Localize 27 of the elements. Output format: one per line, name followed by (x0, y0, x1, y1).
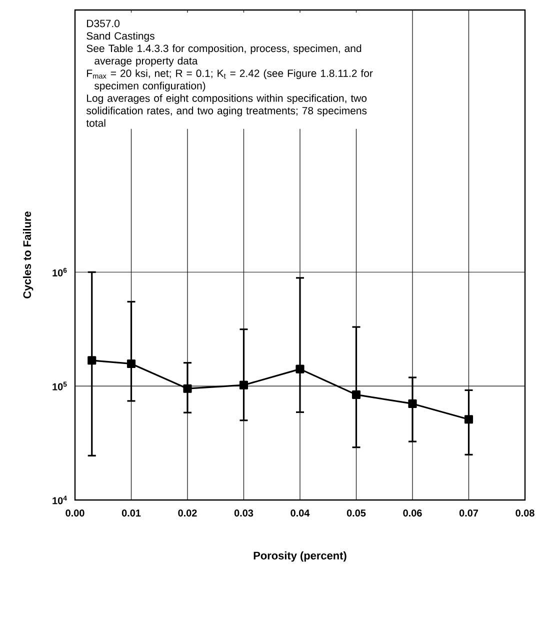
annotation: Sand Castings (86, 32, 154, 42)
point (239, 380, 248, 390)
x-tick-label: 0.08 (516, 510, 534, 517)
x-tick-label: 0.05 (346, 510, 366, 517)
annotation: See Table 1.4.3.3 for composition, process, specimen, and average property data (86, 44, 362, 67)
x-axis-title: Porosity (percent) (254, 551, 346, 562)
x-tick-label: 0.00 (66, 510, 84, 517)
y-tick-label: 10$^{6}$ (52, 268, 67, 276)
x-tick-label: 0.03 (234, 510, 254, 517)
point (88, 356, 96, 365)
point (126, 359, 136, 368)
x-tick-label: 0.06 (403, 510, 422, 517)
point (408, 399, 417, 408)
point (296, 364, 304, 374)
y-tick-label: 10$^{4}$ (52, 496, 67, 504)
point (464, 415, 474, 424)
point (352, 390, 361, 399)
x-tick-label: 0.01 (122, 510, 141, 517)
x-tick-label: 0.07 (459, 510, 478, 517)
y-tick-label: 10$^{5}$ (52, 382, 67, 390)
x-tick-label: 0.02 (178, 510, 197, 517)
point (183, 384, 192, 393)
x-tick-label: 0.04 (290, 510, 310, 517)
annotation: Log averages of eight compositions within specification, two solidification rates, and two aging treatments; 78 specimens total (86, 94, 367, 127)
text: F$_{max}$ = 20 ksi, net; R = 0.1; K$_{t}$ = 2.42 (see Figure 1.8.11.2 for specimen configuration) (87, 69, 373, 92)
y-axis-title: Cycles to Failure (22, 212, 34, 298)
annotation: D357.0 (87, 20, 120, 28)
